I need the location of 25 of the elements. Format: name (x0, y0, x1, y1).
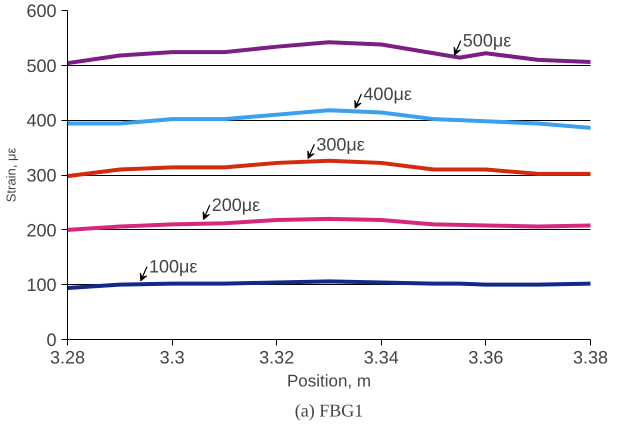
x-tick-label: 3.36 (468, 348, 504, 368)
line-series (68, 216, 590, 232)
line-series (68, 158, 590, 178)
line-series (68, 108, 590, 130)
x-tick-label: 3.3 (160, 348, 185, 368)
x-axis-title: Position, m (286, 372, 372, 390)
annotation: 300με (316, 134, 365, 154)
x-tick-label: 3.28 (50, 348, 86, 368)
annotation: 400με (363, 84, 412, 104)
y-tick-label: 200 (26, 220, 57, 240)
y-tick-label: 0 (46, 330, 57, 350)
annotation: 100με (148, 256, 198, 277)
y-tick-label: 600 (26, 1, 57, 21)
annotation: 500με (462, 30, 512, 51)
x-tick-label: 3.34 (364, 348, 399, 368)
line-series (68, 279, 590, 290)
x-tick-label: 3.32 (259, 348, 294, 368)
x-tick-label: 3.38 (572, 348, 608, 368)
y-tick-label: 100 (26, 275, 57, 296)
text: (a) FBG1 (294, 400, 364, 420)
y-axis-title: Strain, με (3, 148, 18, 202)
annotation: 200με (212, 195, 260, 216)
y-tick-label: 500 (26, 56, 57, 76)
y-tick-label: 300 (26, 166, 57, 186)
y-tick-label: 400 (26, 110, 57, 131)
